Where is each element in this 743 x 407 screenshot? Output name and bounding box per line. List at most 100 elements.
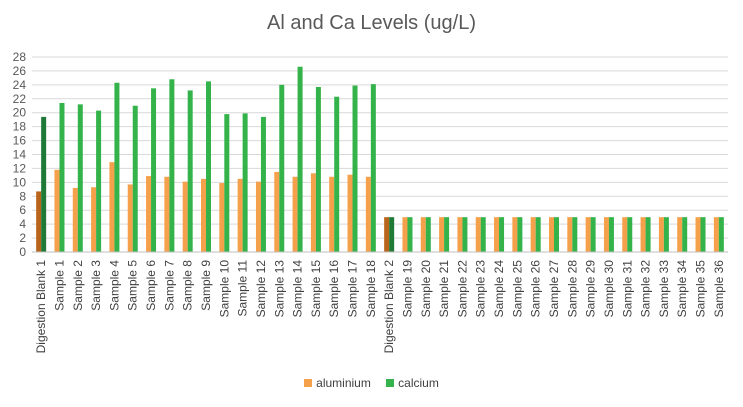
bar-calcium bbox=[315, 86, 321, 252]
bar-aluminium bbox=[292, 176, 298, 252]
y-tick-label: 28 bbox=[13, 50, 27, 64]
y-tick-label: 20 bbox=[13, 106, 27, 120]
bar-calcium bbox=[352, 85, 358, 252]
bar-calcium bbox=[499, 217, 505, 252]
x-tick-label: Sample 32 bbox=[639, 260, 653, 318]
x-tick-label: Sample 7 bbox=[162, 260, 176, 311]
x-tick-label: Sample 34 bbox=[675, 260, 689, 318]
x-tick-label: Sample 12 bbox=[254, 260, 268, 318]
bar-calcium bbox=[700, 217, 706, 252]
bar-calcium bbox=[663, 217, 669, 252]
bar-calcium bbox=[480, 217, 486, 252]
x-tick-label: Sample 18 bbox=[364, 260, 378, 318]
bar-aluminium bbox=[365, 176, 371, 252]
bar-calcium bbox=[425, 217, 431, 252]
bar-calcium bbox=[627, 217, 633, 252]
bar-calcium bbox=[41, 116, 47, 253]
x-tick-label: Sample 8 bbox=[181, 260, 195, 311]
x-tick-label: Sample 28 bbox=[565, 260, 579, 318]
bar-calcium bbox=[242, 113, 248, 253]
bar-aluminium bbox=[640, 217, 646, 252]
y-tick-label: 16 bbox=[13, 134, 27, 148]
bar-calcium bbox=[554, 217, 559, 252]
x-tick-label: Sample 3 bbox=[89, 260, 103, 311]
x-tick-label: Sample 15 bbox=[309, 260, 323, 318]
x-tick-label: Digestion Blank 1 bbox=[34, 260, 48, 354]
bar-calcium bbox=[645, 217, 651, 252]
bar-calcium bbox=[462, 217, 468, 252]
bar-calcium bbox=[151, 88, 157, 252]
bar-calcium bbox=[260, 116, 266, 253]
y-tick-label: 12 bbox=[13, 161, 27, 175]
bar-aluminium bbox=[54, 169, 60, 252]
bar-aluminium bbox=[402, 217, 408, 252]
x-tick-label: Sample 21 bbox=[437, 260, 451, 318]
bar-aluminium bbox=[109, 162, 115, 252]
x-tick-label: Sample 11 bbox=[236, 260, 250, 317]
x-tick-label: Sample 25 bbox=[510, 260, 524, 318]
bar-aluminium bbox=[347, 174, 353, 252]
bar-calcium bbox=[96, 110, 102, 252]
bar-aluminium bbox=[164, 176, 170, 252]
y-tick-label: 0 bbox=[19, 245, 26, 259]
x-tick-label: Sample 27 bbox=[547, 260, 561, 318]
x-tick-label: Sample 22 bbox=[455, 260, 469, 318]
y-tick-label: 26 bbox=[13, 64, 27, 78]
x-tick-label: Sample 36 bbox=[712, 260, 726, 318]
bar-calcium bbox=[77, 104, 83, 252]
bar-calcium bbox=[59, 102, 65, 252]
bar-aluminium bbox=[310, 173, 316, 252]
x-tick-label: Sample 20 bbox=[419, 260, 433, 318]
bar-aluminium bbox=[439, 217, 445, 252]
bar-calcium bbox=[169, 79, 175, 253]
bar-calcium bbox=[608, 217, 614, 252]
bar-aluminium bbox=[384, 217, 390, 252]
bar-aluminium bbox=[585, 217, 591, 252]
bar-aluminium bbox=[36, 191, 42, 252]
bar-calcium bbox=[517, 217, 523, 252]
x-tick-label: Sample 19 bbox=[400, 260, 414, 318]
bar-calcium bbox=[370, 84, 376, 253]
bar-aluminium bbox=[695, 217, 701, 252]
bar-aluminium bbox=[713, 217, 719, 252]
x-tick-label: Sample 1 bbox=[52, 260, 66, 311]
y-tick-label: 2 bbox=[19, 231, 26, 245]
bar-aluminium bbox=[237, 178, 243, 252]
bar-aluminium bbox=[549, 217, 554, 252]
bar-aluminium bbox=[182, 181, 188, 252]
bar-aluminium bbox=[512, 217, 518, 252]
legend-swatch-aluminium bbox=[304, 379, 313, 387]
bar-calcium bbox=[682, 217, 688, 252]
bar-aluminium bbox=[274, 171, 280, 252]
bar-calcium bbox=[444, 217, 450, 252]
x-tick-label: Sample 9 bbox=[199, 260, 213, 311]
bar-calcium bbox=[187, 90, 193, 252]
x-tick-label: Sample 16 bbox=[327, 260, 341, 318]
y-tick-label: 22 bbox=[13, 92, 27, 106]
x-tick-label: Sample 14 bbox=[291, 260, 305, 318]
bar-aluminium bbox=[567, 217, 573, 252]
bar-aluminium bbox=[255, 181, 261, 252]
bar-aluminium bbox=[530, 217, 536, 252]
y-tick-label: 8 bbox=[19, 189, 26, 203]
x-tick-label: Sample 2 bbox=[71, 260, 85, 311]
chart-legend: aluminium calcium bbox=[0, 376, 743, 390]
bar-calcium bbox=[206, 81, 211, 252]
bar-calcium bbox=[297, 66, 303, 252]
legend-item-calcium: calcium bbox=[386, 376, 439, 390]
x-tick-label: Sample 29 bbox=[584, 260, 598, 318]
x-tick-label: Sample 26 bbox=[529, 260, 543, 318]
bar-calcium bbox=[132, 105, 138, 252]
bar-calcium bbox=[114, 82, 120, 253]
bar-calcium bbox=[718, 217, 724, 252]
bar-aluminium bbox=[329, 176, 335, 252]
bar-aluminium bbox=[494, 217, 500, 252]
legend-label-aluminium: aluminium bbox=[316, 376, 371, 390]
x-tick-label: Sample 4 bbox=[107, 260, 121, 311]
bar-aluminium bbox=[475, 217, 481, 252]
y-tick-label: 4 bbox=[19, 217, 26, 231]
y-tick-label: 14 bbox=[13, 148, 27, 162]
x-tick-label: Sample 6 bbox=[144, 260, 158, 311]
bar-calcium bbox=[407, 217, 413, 252]
